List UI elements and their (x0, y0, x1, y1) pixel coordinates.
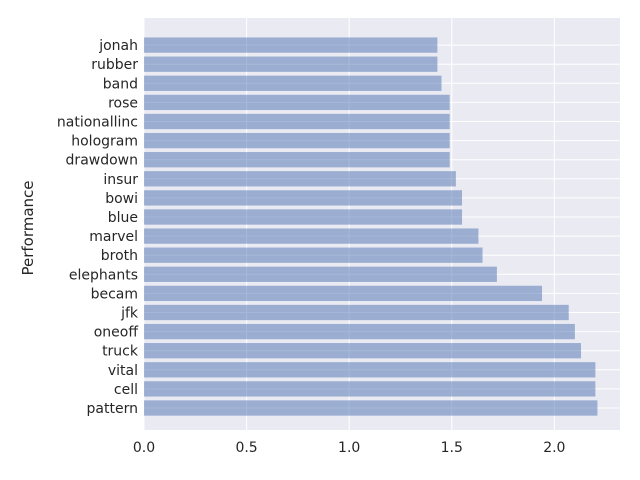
bar-blue (144, 209, 463, 225)
bar-cell (144, 381, 596, 397)
bar-rubber (144, 56, 438, 72)
y-tick-label: becam (91, 286, 138, 302)
y-tick-label: drawdown (66, 153, 138, 169)
y-axis-label: Performance (19, 180, 37, 275)
y-tick-label: truck (102, 344, 139, 360)
bar-insur (144, 171, 456, 187)
y-tick-labels: pattern cell vital truck oneoff jfk becam eleph… (57, 38, 139, 417)
y-tick-label: rubber (91, 57, 138, 73)
bar-vital (144, 362, 596, 378)
bar-truck (144, 343, 582, 359)
bar-bowi (144, 190, 463, 206)
x-tick-label: 0.0 (133, 440, 155, 456)
x-tick-label: 1.0 (338, 440, 360, 456)
y-tick-label: band (103, 76, 138, 92)
y-tick-label: vital (108, 363, 138, 379)
y-tick-label: elephants (69, 267, 138, 283)
bar-elephants (144, 266, 497, 282)
y-tick-label: marvel (89, 229, 138, 245)
bar-marvel (144, 228, 479, 244)
y-tick-label: broth (101, 248, 138, 264)
bar-band (144, 75, 442, 91)
x-tick-label: 0.5 (235, 440, 257, 456)
bars (144, 37, 598, 416)
y-tick-label: hologram (71, 134, 138, 150)
y-tick-label: jonah (98, 38, 138, 54)
x-tick-label: 2.0 (543, 440, 565, 456)
x-tick-labels: 0.0 0.5 1.0 1.5 2.0 (133, 440, 566, 456)
bar-pattern (144, 400, 598, 416)
bar-jfk (144, 304, 569, 321)
y-tick-label: oneoff (94, 325, 139, 341)
bar-nationallinc (144, 113, 450, 130)
bar-oneoff (144, 323, 575, 340)
y-tick-label: blue (108, 210, 138, 226)
bar-drawdown (144, 152, 450, 168)
bar-rose (144, 94, 450, 111)
y-tick-label: insur (103, 172, 138, 188)
y-tick-label: jfk (120, 306, 139, 322)
y-tick-label: cell (114, 382, 138, 398)
x-tick-label: 1.5 (441, 440, 463, 456)
y-tick-label: rose (108, 95, 138, 111)
y-tick-label: bowi (105, 191, 138, 207)
bar-hologram (144, 132, 450, 149)
y-tick-label: pattern (87, 401, 138, 417)
bar-jonah (144, 37, 438, 53)
bar-becam (144, 285, 543, 302)
bar-broth (144, 247, 483, 263)
y-tick-label: nationallinc (57, 115, 138, 131)
